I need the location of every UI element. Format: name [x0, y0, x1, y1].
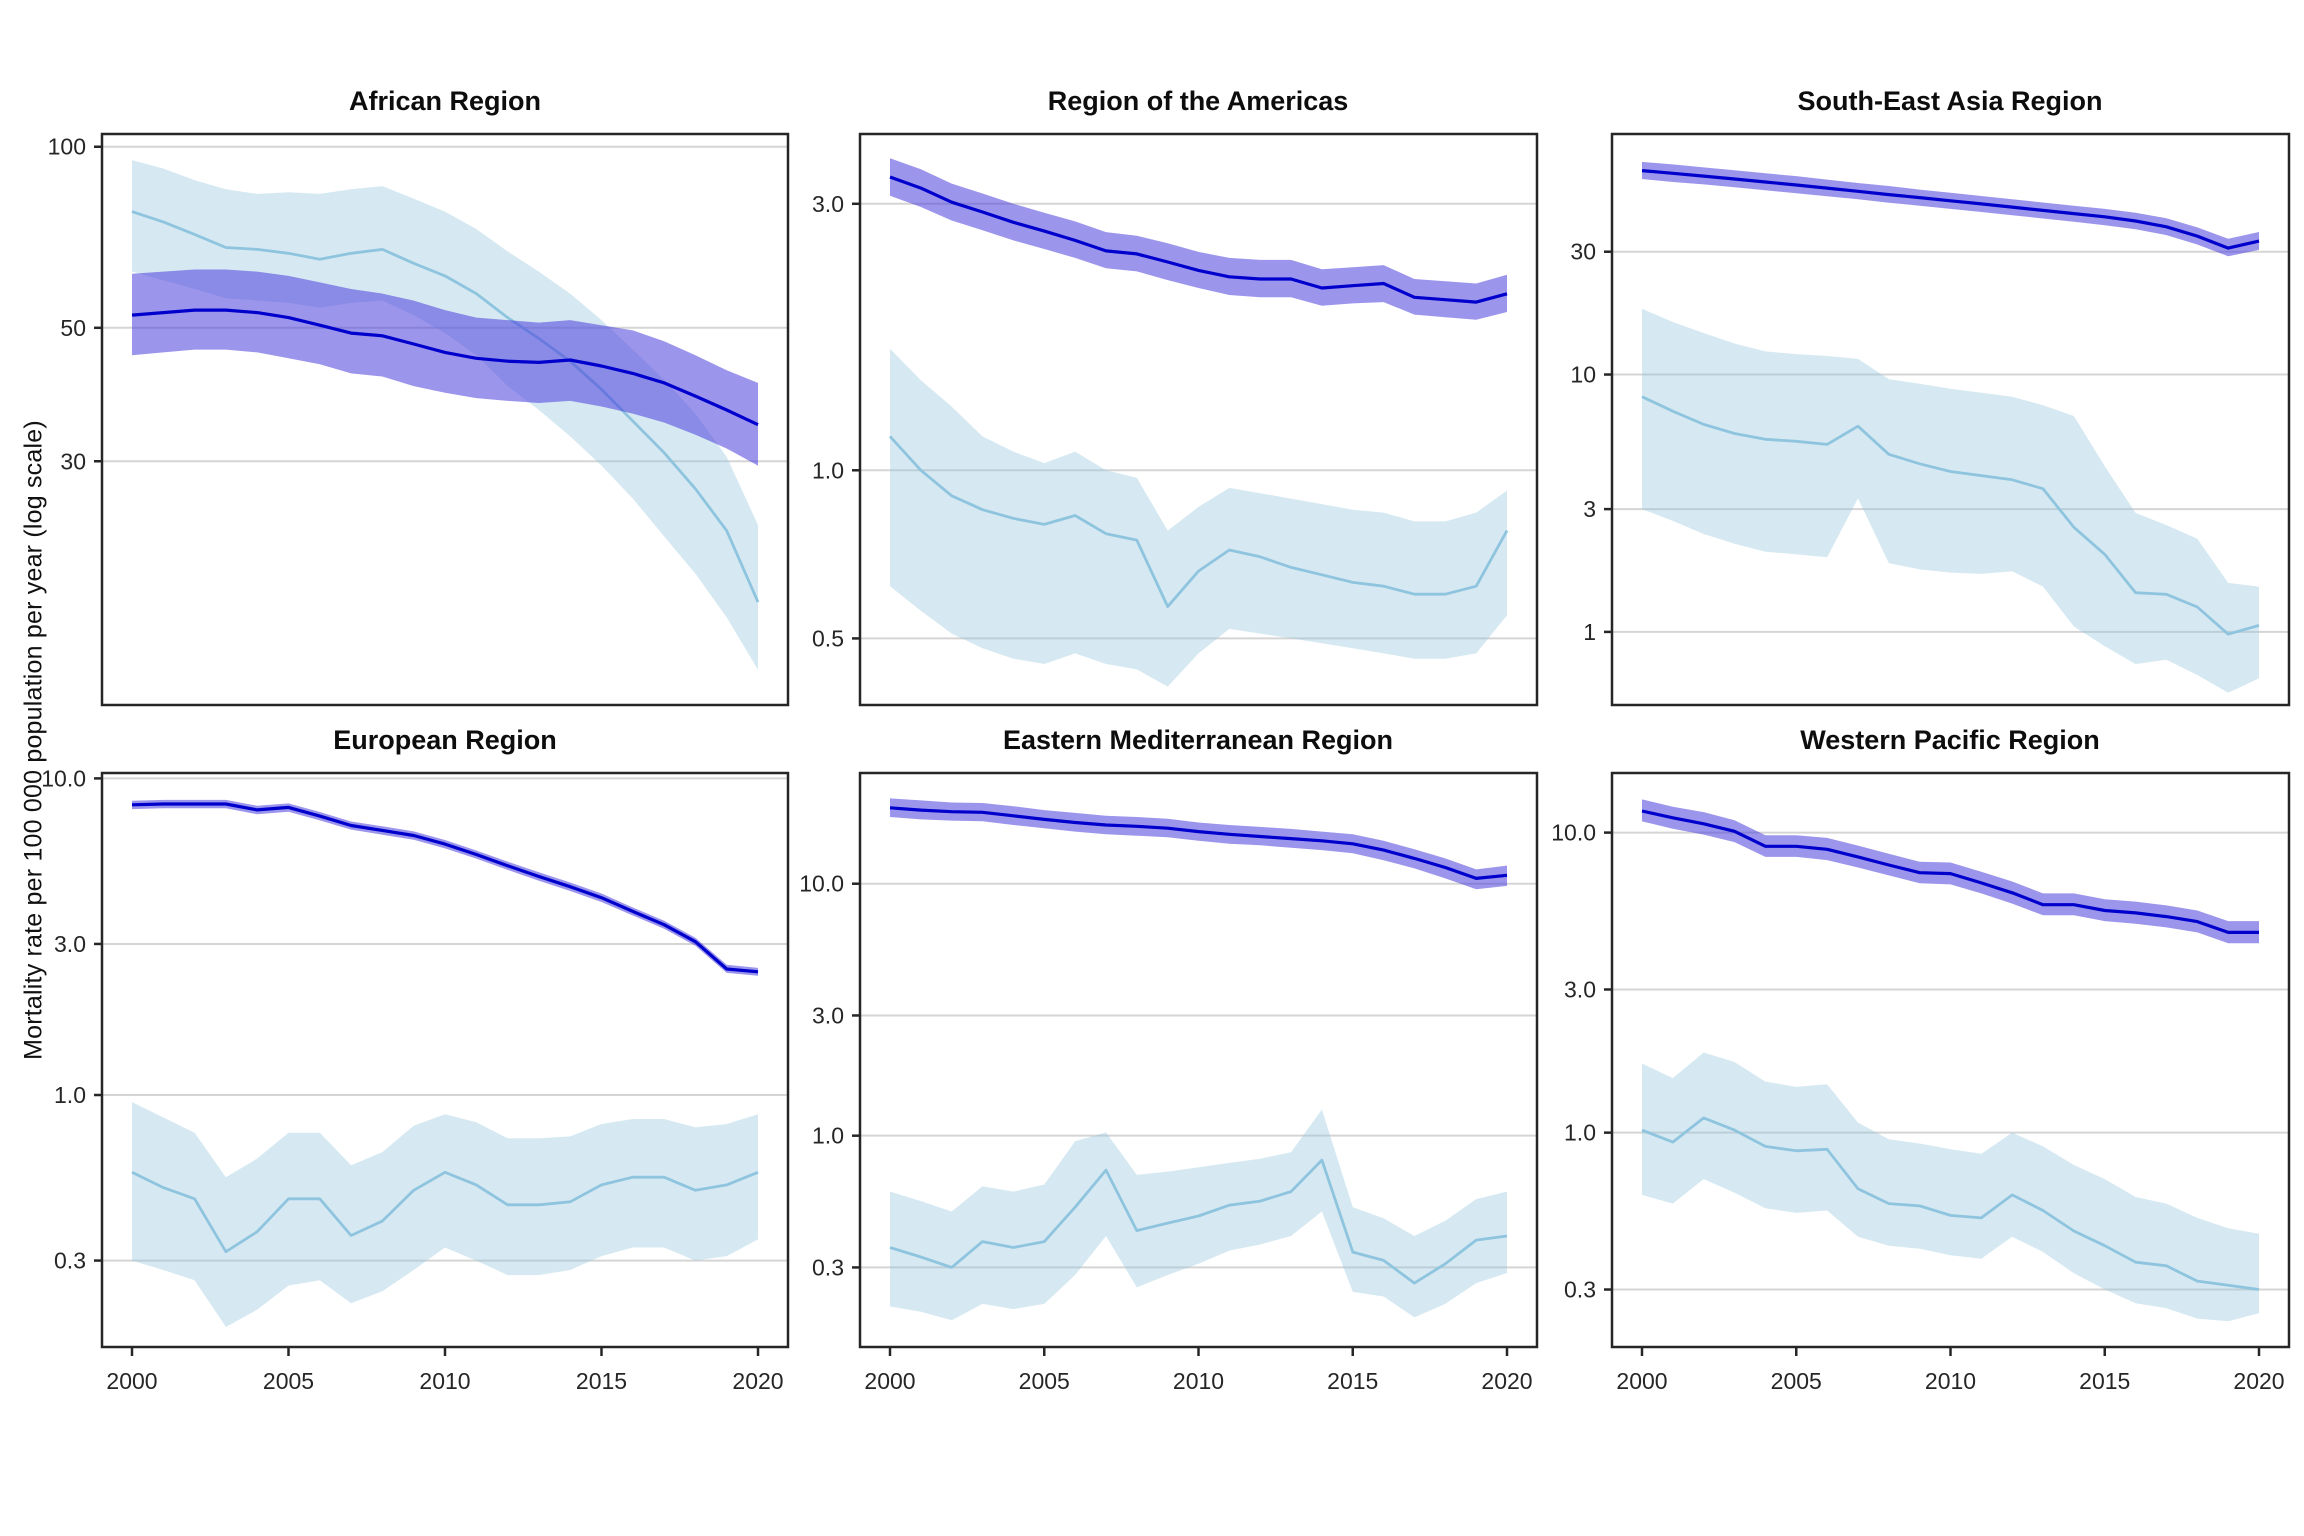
x-tick-label: 2015	[576, 1368, 627, 1394]
y-tick-label: 0.3	[54, 1248, 86, 1274]
y-tick-label: 1.0	[812, 1123, 844, 1149]
x-tick-label: 2020	[732, 1368, 783, 1394]
x-tick-label: 2015	[1327, 1368, 1378, 1394]
panel-border	[858, 132, 1539, 707]
y-tick-label: 1	[1583, 619, 1596, 645]
dark-blue-line	[131, 802, 759, 974]
x-tick-label: 2000	[864, 1368, 915, 1394]
y-tick-label: 1.0	[54, 1082, 86, 1108]
panel-african-region: 100 50 30	[48, 132, 790, 707]
x-tick-label: 2010	[1925, 1368, 1976, 1394]
light-blue-line	[888, 435, 1509, 608]
dark-blue-ci-band	[890, 158, 1507, 320]
y-tick-label: 30	[1570, 239, 1596, 265]
light-blue-line	[1641, 395, 2260, 636]
panel-title-western-pacific-region: Western Pacific Region	[1800, 725, 2100, 755]
panel-european-region: 10.0 3.0 1.0 0.3 2000 2005 2010 2015 2020	[41, 765, 790, 1394]
y-tick-label: 0.3	[1564, 1277, 1596, 1303]
y-tick-label: 50	[60, 315, 86, 341]
light-blue-ci-band	[890, 348, 1507, 687]
panel-border	[100, 132, 790, 707]
light-blue-ci-band	[1642, 1052, 2259, 1322]
y-tick-label: 10.0	[1551, 820, 1596, 846]
light-blue-ci-band	[1642, 308, 2259, 693]
panel-eastern-mediterranean-region: 10.0 3.0 1.0 0.3 2000 2005 2010 2015 2020	[799, 771, 1539, 1394]
panel-western-pacific-region: 10.0 3.0 1.0 0.3 2000 2005 2010 2015 2020	[1551, 771, 2291, 1394]
x-tick-label: 2005	[263, 1368, 314, 1394]
x-tick-label: 2000	[1616, 1368, 1667, 1394]
dark-blue-line	[1641, 169, 2260, 250]
dark-blue-line	[1641, 809, 2259, 934]
x-tick-label: 2005	[1771, 1368, 1822, 1394]
light-blue-line	[131, 210, 760, 603]
light-blue-ci-band	[132, 1102, 758, 1327]
light-blue-line	[889, 1158, 1508, 1285]
dark-blue-line	[889, 175, 1508, 304]
y-tick-label: 1.0	[1564, 1120, 1596, 1146]
panel-title-african-region: African Region	[348, 86, 542, 116]
y-tick-label: 3.0	[54, 931, 86, 957]
y-tick-label: 3	[1583, 496, 1596, 522]
x-tick-label: 2005	[1019, 1368, 1070, 1394]
y-tick-label: 100	[48, 134, 86, 160]
y-tick-label: 3.0	[812, 191, 844, 217]
y-tick-label: 3.0	[1564, 976, 1596, 1002]
y-tick-label: 3.0	[812, 1002, 844, 1028]
y-tick-label: 10.0	[799, 871, 844, 897]
panel-title-south-east-asia-region: South-East Asia Region	[1797, 86, 2103, 116]
y-tick-label: 10	[1570, 362, 1596, 388]
light-blue-line	[1641, 1116, 2260, 1291]
dark-blue-line	[889, 806, 1508, 880]
x-tick-label: 2020	[2233, 1368, 2284, 1394]
panel-title-european-region: European Region	[333, 725, 557, 755]
y-tick-label: 30	[60, 448, 86, 474]
dark-blue-ci-band	[890, 798, 1507, 890]
x-tick-label: 2000	[106, 1368, 157, 1394]
y-tick-label: 0.3	[812, 1254, 844, 1280]
light-blue-line	[131, 1170, 759, 1254]
y-tick-label: 0.5	[812, 625, 844, 651]
x-tick-label: 2020	[1481, 1368, 1532, 1394]
x-tick-label: 2010	[419, 1368, 470, 1394]
dark-blue-ci-band	[1642, 161, 2259, 257]
dark-blue-line	[131, 308, 759, 427]
panel-title-eastern-mediterranean-region: Eastern Mediterranean Region	[1002, 725, 1394, 755]
panel-south-east-asia-region: 30 10 3 1	[1570, 132, 2291, 707]
panel-region-of-the-americas: 3.0 1.0 0.5	[812, 132, 1539, 707]
y-tick-label: 10.0	[41, 765, 86, 791]
y-tick-label: 1.0	[812, 457, 844, 483]
panel-title-region-of-the-americas: Region of the Americas	[1047, 86, 1349, 116]
panel-border	[1610, 132, 2291, 707]
dark-blue-ci-band	[132, 799, 758, 976]
dark-blue-ci-band	[1642, 799, 2259, 944]
x-tick-label: 2010	[1173, 1368, 1224, 1394]
x-tick-label: 2015	[2079, 1368, 2130, 1394]
